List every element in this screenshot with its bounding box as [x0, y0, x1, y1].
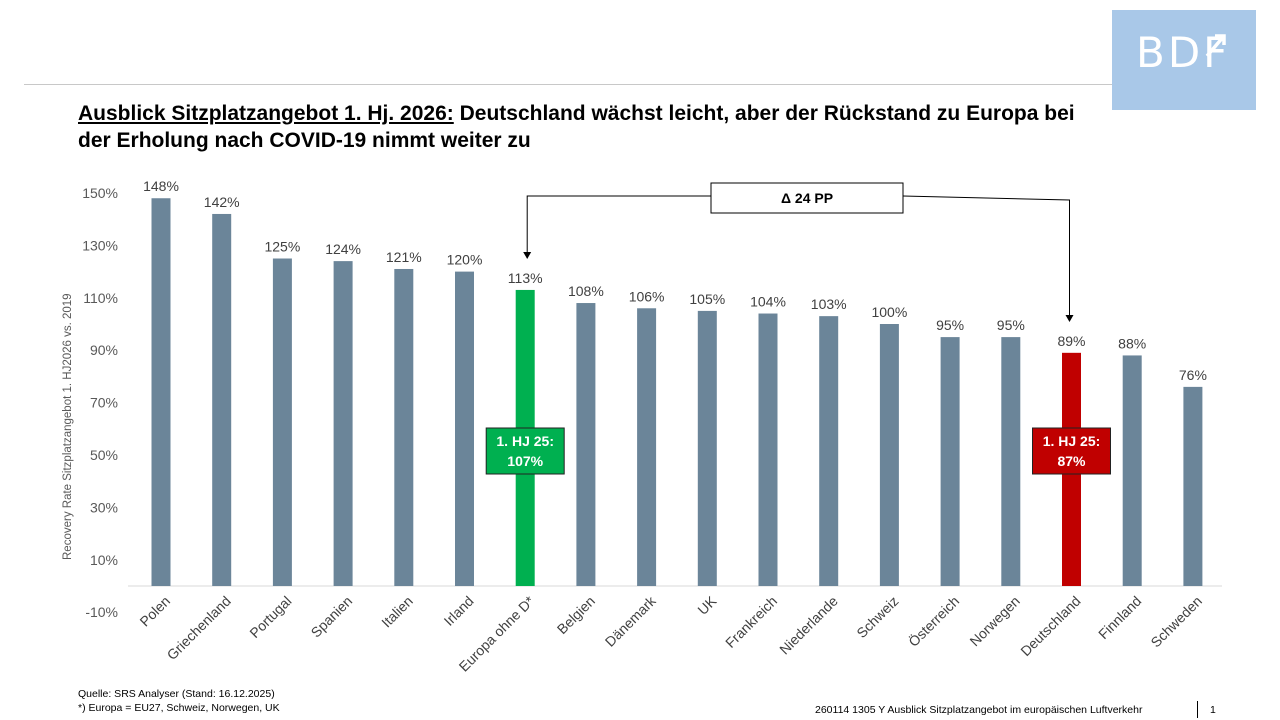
data-label: 88%	[1118, 335, 1146, 351]
category-label: Irland	[441, 593, 477, 629]
bar	[819, 316, 839, 586]
delta-box	[710, 182, 904, 214]
data-label: 142%	[204, 194, 240, 210]
source-note: Quelle: SRS Analyser (Stand: 16.12.2025)	[78, 688, 275, 700]
data-label: 105%	[689, 291, 725, 307]
footer-separator	[1197, 701, 1198, 718]
category-label: Schweiz	[853, 593, 901, 641]
footnote: *) Europa = EU27, Schweiz, Norwegen, UK	[78, 702, 280, 714]
bar	[1122, 355, 1142, 586]
data-label: 124%	[325, 241, 361, 257]
bar	[637, 308, 657, 586]
bar	[758, 313, 778, 586]
y-tick-label: 50%	[90, 447, 118, 463]
category-label: Frankreich	[722, 593, 780, 651]
annotation-line1: 1. HJ 25:	[496, 433, 554, 449]
data-label: 108%	[568, 283, 604, 299]
header-divider	[24, 84, 1115, 85]
data-label: 120%	[447, 252, 483, 268]
bar	[1001, 337, 1021, 586]
category-label: Dänemark	[602, 592, 660, 650]
page-title: Ausblick Sitzplatzangebot 1. Hj. 2026: D…	[78, 100, 1078, 154]
y-tick-label: 90%	[90, 342, 118, 358]
category-label: Polen	[136, 593, 173, 630]
category-label: Finnland	[1095, 593, 1144, 642]
arrow-head-left	[523, 252, 532, 259]
y-tick-label: 70%	[90, 395, 118, 411]
bar	[576, 303, 596, 586]
title-underlined: Ausblick Sitzplatzangebot 1. Hj. 2026:	[78, 102, 454, 125]
bar	[212, 213, 232, 586]
category-label: Italien	[378, 593, 416, 631]
category-label: Norwegen	[966, 593, 1022, 649]
data-label: 113%	[508, 270, 543, 286]
y-tick-label: 150%	[82, 185, 118, 201]
bar	[455, 271, 474, 586]
delta-connector-right	[902, 195, 1070, 315]
annotation-box	[485, 427, 565, 475]
annotation-line2: 87%	[1057, 453, 1086, 469]
bar	[333, 261, 353, 586]
category-label: Spanien	[308, 593, 356, 641]
y-tick-label: 130%	[82, 237, 118, 253]
delta-label: Δ 24 PP	[781, 190, 833, 206]
y-axis-title: Recovery Rate Sitzplatzangebot 1. HJ2026…	[62, 293, 74, 560]
category-label: Deutschland	[1017, 593, 1083, 659]
bar	[394, 268, 414, 586]
arrow-head-right	[1065, 315, 1074, 322]
data-label: 76%	[1179, 367, 1207, 383]
bar	[697, 310, 717, 586]
bar	[272, 258, 292, 586]
data-label: 89%	[1057, 333, 1085, 349]
data-label: 121%	[386, 249, 422, 265]
bar	[879, 324, 899, 586]
category-label: Schweden	[1147, 593, 1205, 651]
y-tick-label: -10%	[85, 604, 118, 620]
data-label: 95%	[997, 317, 1025, 333]
bar	[151, 198, 171, 587]
bar	[1183, 386, 1203, 586]
data-label: 125%	[264, 239, 300, 255]
y-tick-label: 110%	[83, 290, 118, 306]
category-label: Belgien	[554, 593, 598, 637]
bdf-logo	[1112, 10, 1256, 110]
data-label: 100%	[871, 304, 907, 320]
data-label: 95%	[936, 317, 964, 333]
page-number: 1	[1210, 704, 1216, 716]
data-label: 106%	[629, 288, 665, 304]
delta-connector-left	[526, 195, 711, 258]
category-label: UK	[694, 592, 720, 618]
category-label: Portugal	[246, 593, 294, 641]
data-label: 103%	[811, 296, 847, 312]
data-label: 148%	[143, 178, 179, 194]
category-label: Griechenland	[164, 593, 234, 663]
annotation-line1: 1. HJ 25:	[1043, 433, 1101, 449]
title-rest: Deutschland wächst leicht, aber der Rück…	[78, 102, 1075, 152]
data-label: 104%	[750, 294, 786, 310]
y-tick-label: 30%	[90, 499, 118, 515]
annotation-box	[1032, 427, 1111, 475]
doc-reference: 260114 1305 Y Ausblick Sitzplatzangebot …	[815, 704, 1143, 716]
arrow-icon	[1205, 34, 1226, 58]
y-tick-label: 10%	[90, 552, 118, 568]
bar	[940, 337, 960, 586]
category-label: Niederlande	[776, 593, 841, 658]
category-label: Österreich	[905, 592, 963, 650]
annotation-line2: 107%	[507, 453, 543, 469]
